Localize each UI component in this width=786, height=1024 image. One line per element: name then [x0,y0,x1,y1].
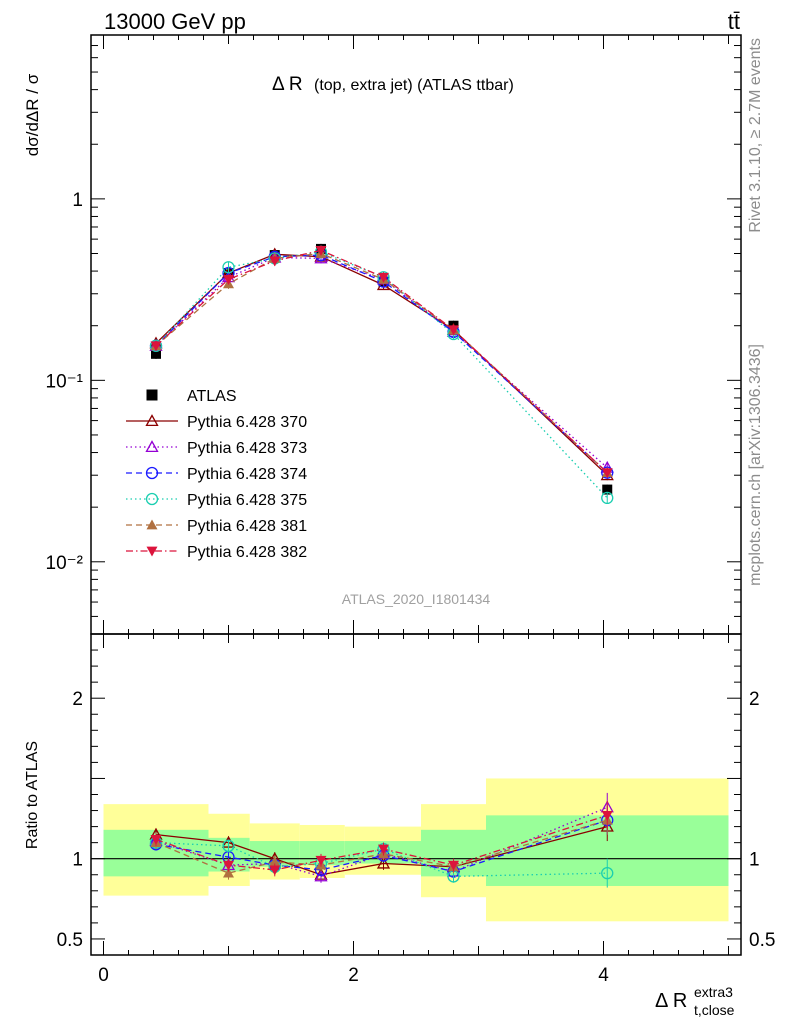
point-s382 [150,341,162,352]
ratio-ytick-label-right: 1 [749,850,760,871]
xlabel-sup: extra3 [694,984,733,1000]
mcplots-label: mcplots.cern.ch [arXiv:1306.3436] [747,344,764,586]
legend-marker-s381 [146,519,158,530]
plot-title-sub: (top, extra jet) (ATLAS ttbar) [314,77,514,94]
ratio-point-s382 [601,810,613,821]
plot-title: Δ R (top, extra jet) (ATLAS ttbar) [272,74,514,95]
xtick-label: 0 [98,965,109,986]
xlabel-sub: t,close [694,1002,735,1018]
ratio-ytick-label: 1 [72,850,83,871]
ratio-point-s375 [601,866,614,880]
legend-entry-s374: Pythia 6.428 374 [126,466,307,483]
ratio-point-s382 [269,865,281,876]
ratio-ytick-label-right: 2 [749,689,760,710]
point-s370 [376,278,391,291]
legend-entry-s373: Pythia 6.428 373 [126,440,307,457]
ratio-point-s382 [223,860,234,871]
ratio-series-s382 [150,800,613,877]
xlabel-main: Δ R [655,990,687,1012]
legend-label-s382: Pythia 6.428 382 [187,544,307,561]
ratio-point-s370 [376,856,391,869]
point-s375 [222,261,235,274]
analysis-id: ATLAS_2020_I1801434 [342,591,491,607]
series-s382 [150,245,613,479]
legend-label-s381: Pythia 6.428 381 [187,518,307,535]
point-data [151,348,161,359]
legend-entry-s382: Pythia 6.428 382 [126,544,307,561]
point-s382 [315,246,327,256]
ratio-point-s382 [150,835,162,845]
legend-marker-s375 [145,492,159,506]
legend-entry-s370: Pythia 6.428 370 [126,414,307,431]
legend-label-s373: Pythia 6.428 373 [187,440,307,457]
legend-label-s374: Pythia 6.428 374 [187,466,307,483]
legend-marker-data [146,389,158,401]
ratio-ytick-label: 2 [72,689,83,710]
legend-marker-s374 [145,466,159,480]
ratio-ytick-label: 0.5 [57,930,83,951]
xtick-label: 2 [348,965,359,986]
point-s382 [378,272,389,283]
point-s375 [601,491,614,505]
rivet-label: Rivet 3.1.10, ≥ 2.7M events [747,38,764,233]
main-ytick-label: 1 [72,190,83,211]
xtick-label: 4 [598,965,609,986]
legend: ATLAS Pythia 6.428 370 Pythia 6.428 373 Pyt… [126,388,307,561]
legend-entry-s381: Pythia 6.428 381 [126,518,307,535]
process-label: tt̄ [728,9,740,34]
ratio-ytick-label-right: 0.5 [749,930,775,951]
legend-label-data: ATLAS [187,388,237,405]
ratio-point-s382 [378,844,389,855]
main-plot [149,243,614,505]
x-axis-label: Δ R t,close extra3 [655,984,735,1018]
legend-entry-data: ATLAS [146,388,237,405]
main-ytick-label: 10⁻¹ [46,371,84,392]
ratio-plot [149,792,614,888]
legend-entry-s375: Pythia 6.428 375 [126,492,307,509]
legend-label-s375: Pythia 6.428 375 [187,492,307,509]
ratio-point-s373 [314,869,328,882]
point-data [602,484,613,495]
ratio-point-s375 [222,839,235,853]
plot-title-main: Δ R [272,74,303,95]
ratio-point-s381 [269,856,281,867]
point-s382 [223,274,234,285]
frames: 1 10⁻¹ 10⁻² 0 2 4 0.5 0.5 1 1 2 2 [46,34,775,986]
energy-label: 13000 GeV pp [104,9,246,34]
legend-marker-s382 [146,546,158,557]
point-s382 [269,256,281,267]
point-s382 [448,325,459,336]
main-ylabel: dσ/dΔR / σ [23,73,42,156]
legend-label-s370: Pythia 6.428 370 [187,414,307,431]
ratio-ylabel: Ratio to ATLAS [24,741,41,849]
main-ytick-label: 10⁻² [46,553,84,574]
legend-marker-s370 [145,414,159,427]
ratio-point-s382 [448,860,459,871]
point-s382 [601,468,613,479]
ratio-point-s381 [223,867,234,878]
ratio-point-s382 [315,855,327,866]
legend-marker-s373 [145,440,159,453]
